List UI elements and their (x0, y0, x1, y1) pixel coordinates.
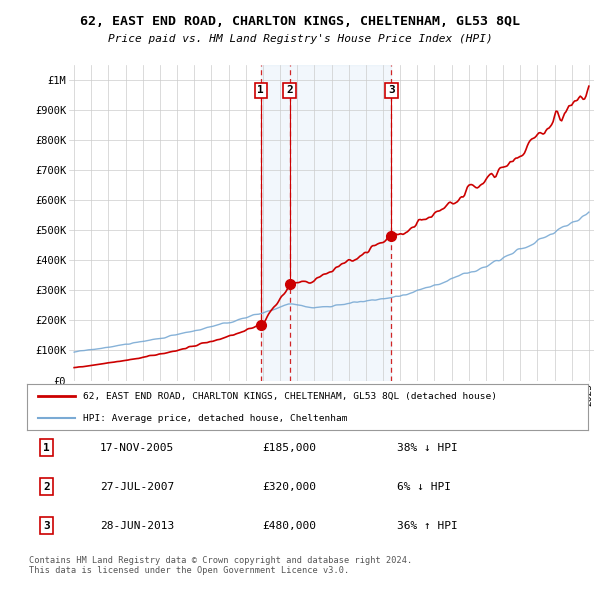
Text: £480,000: £480,000 (263, 521, 317, 530)
Text: 27-JUL-2007: 27-JUL-2007 (100, 482, 174, 491)
Text: £320,000: £320,000 (263, 482, 317, 491)
Text: 1: 1 (43, 443, 50, 453)
Text: 17-NOV-2005: 17-NOV-2005 (100, 443, 174, 453)
Text: 3: 3 (43, 521, 50, 530)
Text: Contains HM Land Registry data © Crown copyright and database right 2024.
This d: Contains HM Land Registry data © Crown c… (29, 556, 412, 575)
Bar (261, 65, 391, 381)
Text: HPI: Average price, detached house, Cheltenham: HPI: Average price, detached house, Chel… (83, 414, 347, 422)
Text: 2: 2 (286, 86, 293, 96)
Text: 6% ↓ HPI: 6% ↓ HPI (397, 482, 451, 491)
Text: Price paid vs. HM Land Registry's House Price Index (HPI): Price paid vs. HM Land Registry's House … (107, 34, 493, 44)
Text: 3: 3 (388, 86, 395, 96)
Text: 62, EAST END ROAD, CHARLTON KINGS, CHELTENHAM, GL53 8QL: 62, EAST END ROAD, CHARLTON KINGS, CHELT… (80, 15, 520, 28)
Text: 36% ↑ HPI: 36% ↑ HPI (397, 521, 458, 530)
Text: 38% ↓ HPI: 38% ↓ HPI (397, 443, 458, 453)
Text: 28-JUN-2013: 28-JUN-2013 (100, 521, 174, 530)
Text: 62, EAST END ROAD, CHARLTON KINGS, CHELTENHAM, GL53 8QL (detached house): 62, EAST END ROAD, CHARLTON KINGS, CHELT… (83, 392, 497, 401)
Text: £185,000: £185,000 (263, 443, 317, 453)
Text: 2: 2 (43, 482, 50, 491)
Text: 1: 1 (257, 86, 264, 96)
